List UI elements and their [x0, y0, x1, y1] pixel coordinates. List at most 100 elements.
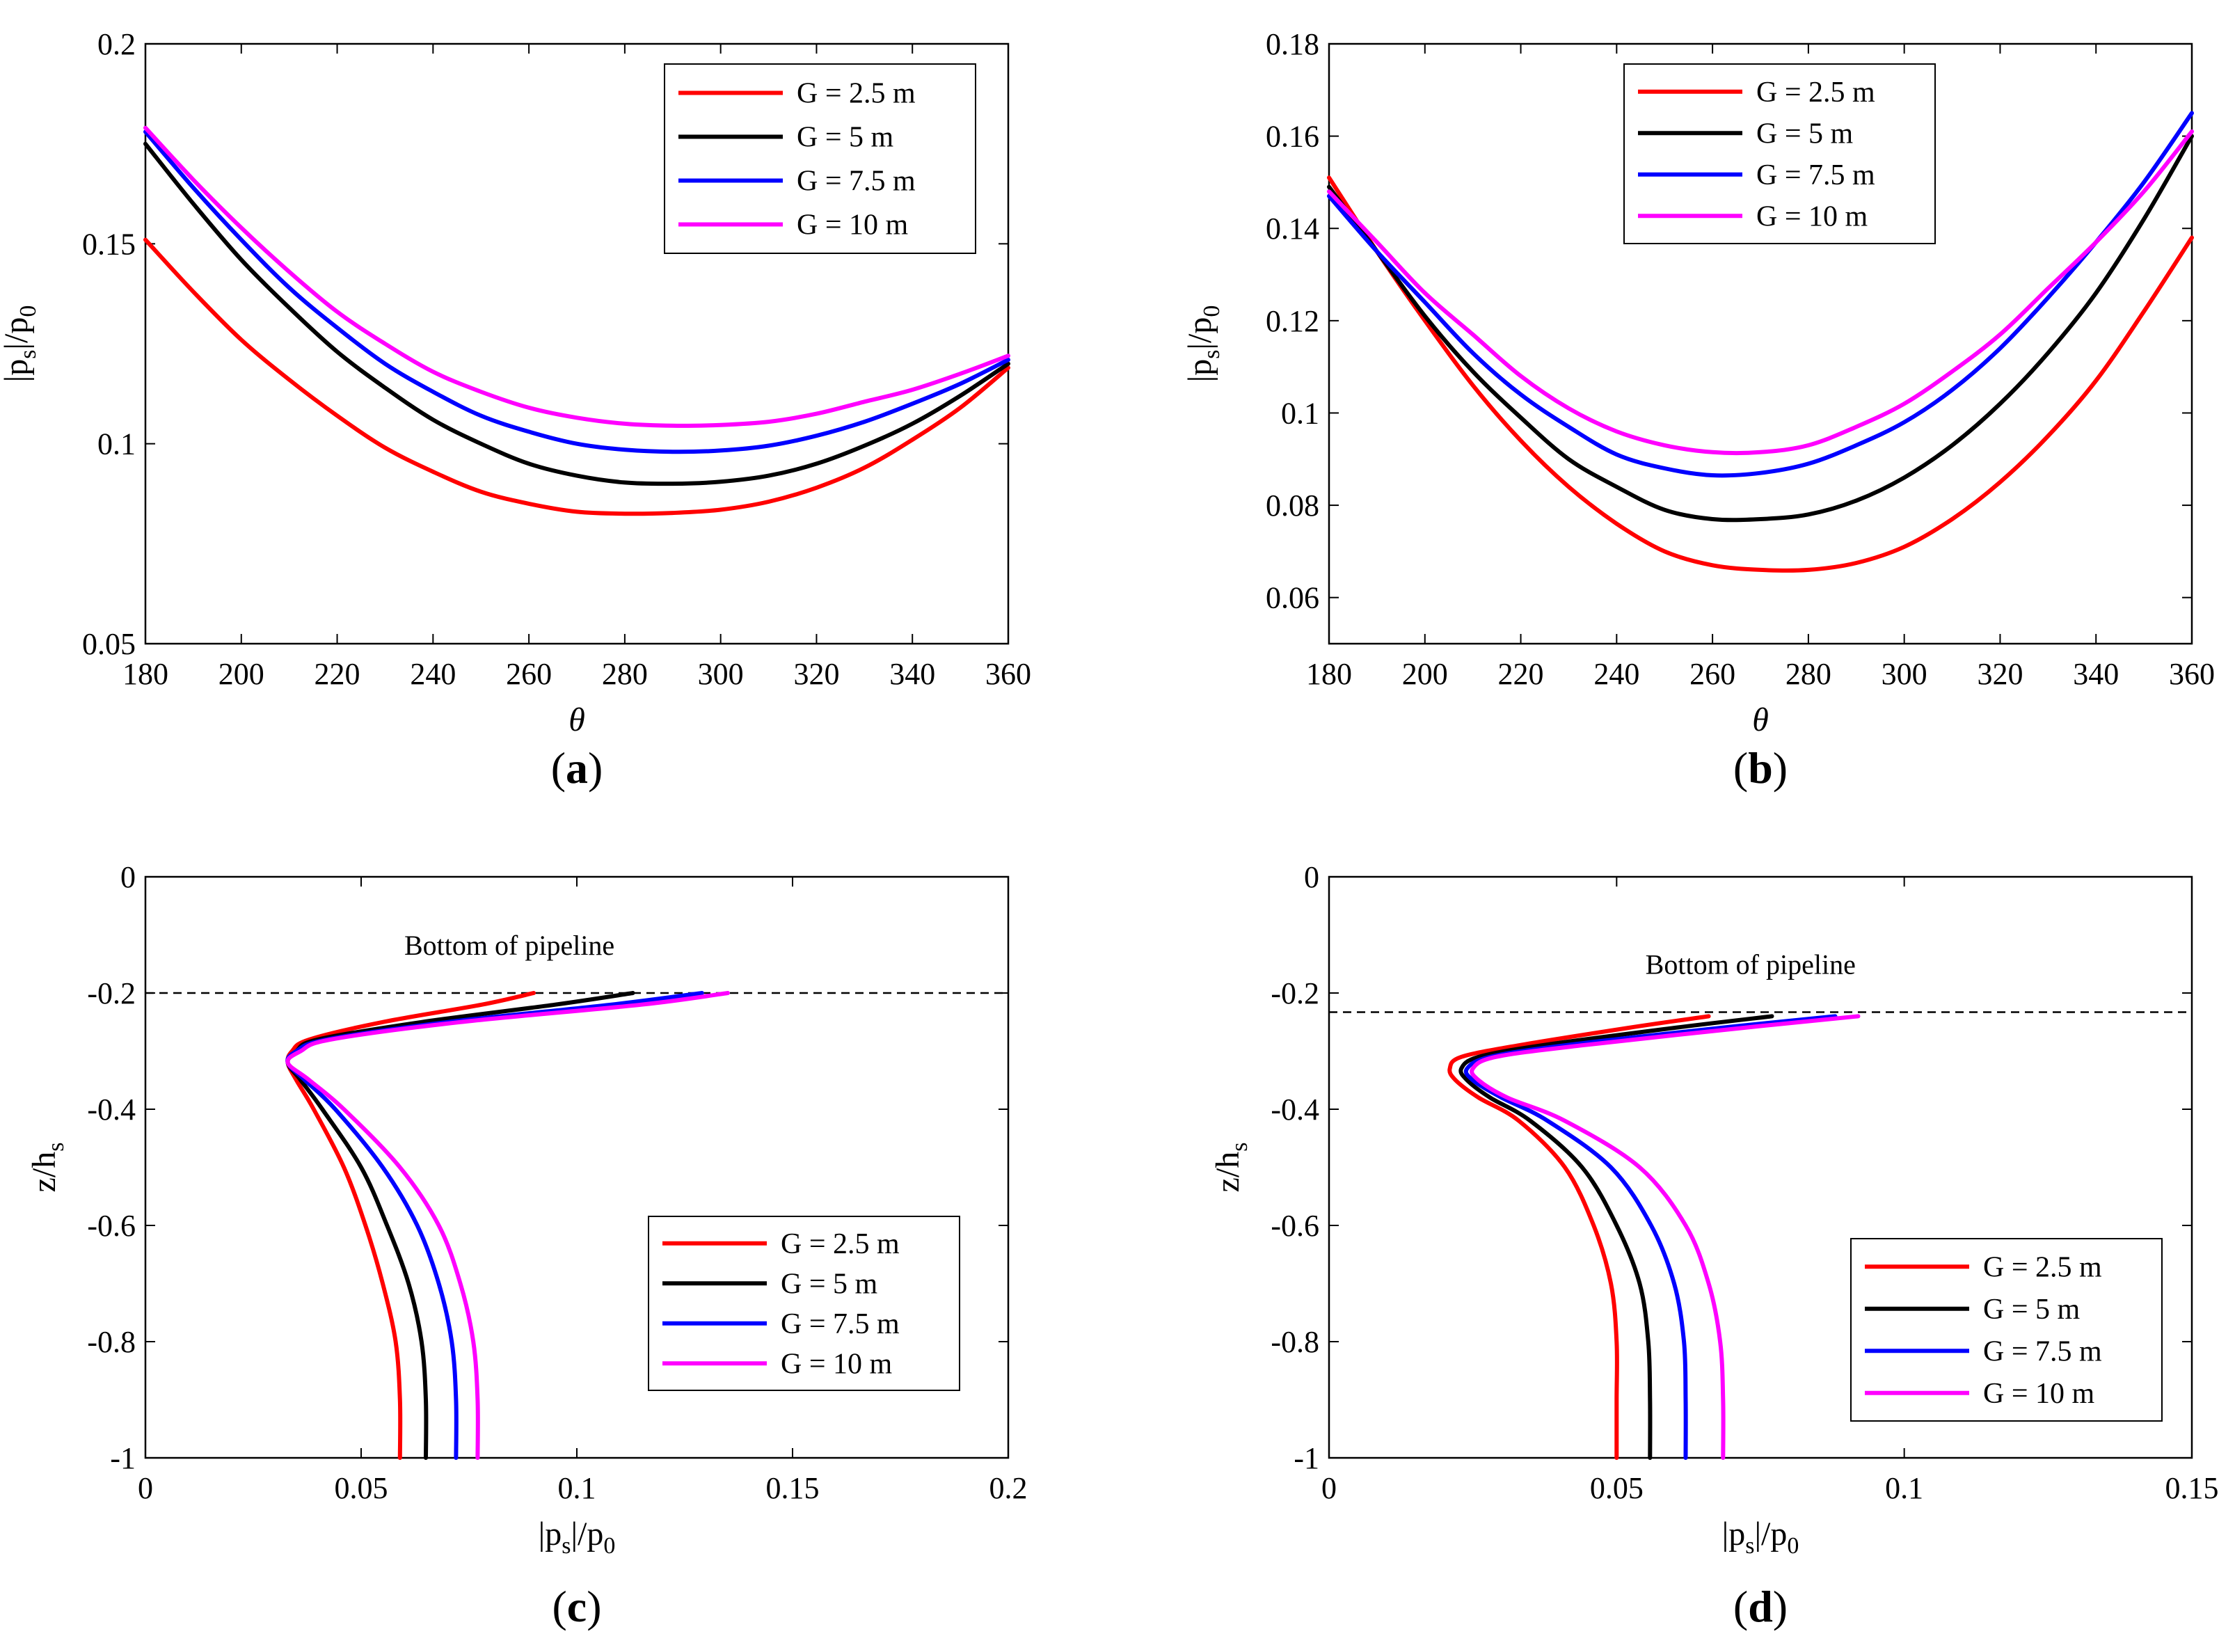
x-tick-label: 320 — [793, 657, 839, 691]
bottom-of-pipeline-annotation: Bottom of pipeline — [404, 930, 614, 961]
y-tick-label: -0.6 — [1271, 1209, 1319, 1243]
y-tick-label: -0.2 — [87, 976, 136, 1010]
x-tick-label: 0 — [138, 1471, 153, 1505]
y-tick-label: -1 — [110, 1441, 136, 1475]
y-axis-label-part: z/h — [1209, 1152, 1246, 1193]
x-axis-label-part: |p — [539, 1516, 562, 1552]
y-axis-label: z/hs — [1209, 1143, 1252, 1193]
panel-label-part: ) — [1773, 1582, 1788, 1631]
panel-label: (c) — [552, 1582, 601, 1631]
y-axis-label-subscript: s — [1199, 350, 1225, 359]
y-tick-label: -0.4 — [87, 1093, 136, 1127]
x-tick-label: 300 — [698, 657, 744, 691]
x-axis-label: |ps|/p0 — [1722, 1516, 1799, 1559]
y-axis-label: |ps|/p0 — [1182, 305, 1225, 383]
legend-box — [664, 63, 976, 254]
panel-label-part: ) — [588, 743, 603, 793]
x-tick-label: 360 — [985, 657, 1031, 691]
legend: G = 2.5 m G = 5 m G = 7.5 m G = 10 m — [1623, 63, 1936, 244]
x-tick-label: 320 — [1977, 657, 2023, 691]
y-axis-label-part: |/p — [1182, 317, 1218, 350]
x-axis-label-subscript: s — [562, 1533, 571, 1559]
series-line-3 — [1463, 1014, 1838, 1460]
series-line-1 — [285, 991, 536, 1460]
x-axis-label: θ — [1752, 701, 1769, 738]
y-axis-label-part: |/p — [0, 317, 35, 350]
x-tick-label: 0.15 — [2165, 1471, 2219, 1505]
legend-entry: G = 5 m — [1983, 1294, 2081, 1326]
panel-label: (b) — [1733, 743, 1788, 793]
panel-label-part: ( — [552, 1582, 566, 1631]
series-line-3 — [285, 991, 704, 1460]
y-tick-label: 0.12 — [1266, 304, 1319, 338]
y-tick-label: 0.2 — [97, 27, 136, 61]
y-tick-label: 0.14 — [1266, 212, 1319, 246]
y-tick-label: 0.15 — [82, 227, 136, 261]
y-tick-label: 0.08 — [1266, 489, 1319, 523]
y-tick-label: -0.6 — [87, 1209, 136, 1243]
legend-entry: G = 7.5 m — [797, 166, 916, 198]
chart-panel-b: 180 200 220 240 260 280 300 320 340 360 0.06 0.08 0.… — [1182, 27, 2215, 793]
chart-panel-a: 180 200 220 240 260 280 300 320 340 360 0.05 0.1 0.1… — [0, 27, 1031, 793]
series-line-4 — [1470, 1014, 1861, 1460]
y-tick-label: 0.1 — [1281, 396, 1319, 430]
series-line-2 — [285, 991, 635, 1460]
series-line-1 — [1327, 175, 2194, 573]
legend: G = 2.5 m G = 5 m G = 7.5 m G = 10 m — [648, 1216, 960, 1391]
series-line-1 — [143, 237, 1010, 516]
x-tick-label: 0 — [1321, 1471, 1337, 1505]
series-line-4 — [285, 991, 730, 1460]
x-tick-label: 260 — [506, 657, 552, 691]
legend-entry: G = 7.5 m — [781, 1308, 900, 1340]
x-tick-label: 220 — [1498, 657, 1544, 691]
y-axis-label-part: |p — [0, 359, 35, 383]
panel-label-letter: d — [1748, 1582, 1773, 1631]
y-tick-label: -0.8 — [1271, 1325, 1319, 1359]
x-tick-label: 180 — [1306, 657, 1352, 691]
x-tick-label: 0.1 — [1885, 1471, 1923, 1505]
y-tick-label: 0.1 — [97, 427, 136, 461]
legend: G = 2.5 m G = 5 m G = 7.5 m G = 10 m — [1850, 1238, 2163, 1422]
y-axis-label-part: |p — [1182, 359, 1218, 383]
y-tick-label: 0.06 — [1266, 581, 1319, 615]
panel-label-part: ( — [1733, 1582, 1748, 1631]
y-tick-label: 0 — [120, 860, 136, 894]
legend-entry: G = 2.5 m — [1983, 1251, 2102, 1283]
x-tick-label: 240 — [1593, 657, 1639, 691]
x-tick-label: 280 — [602, 657, 648, 691]
x-tick-label: 260 — [1689, 657, 1735, 691]
legend-entry: G = 5 m — [781, 1268, 878, 1300]
legend-entry: G = 10 m — [1756, 200, 1868, 232]
legend-box — [1623, 63, 1936, 244]
series-line-1 — [1447, 1014, 1711, 1460]
legend-entry: G = 5 m — [797, 122, 894, 154]
x-tick-label: 240 — [410, 657, 456, 691]
series-line-4 — [1327, 129, 2194, 456]
y-tick-label: -1 — [1294, 1441, 1319, 1475]
x-tick-label: 200 — [218, 657, 264, 691]
y-tick-label: -0.4 — [1271, 1093, 1319, 1127]
y-axis-label-subscript: 0 — [1199, 305, 1225, 317]
y-axis-label: |ps|/p0 — [0, 305, 41, 383]
plot-frame — [144, 42, 1010, 645]
y-tick-label: 0 — [1304, 860, 1319, 894]
bottom-of-pipeline-annotation: Bottom of pipeline — [1646, 949, 1856, 980]
y-axis-label-part: z/h — [26, 1152, 63, 1193]
x-tick-label: 0.05 — [335, 1471, 388, 1505]
x-tick-label: 280 — [1785, 657, 1831, 691]
legend-entry: G = 5 m — [1756, 118, 1854, 150]
x-tick-label: 360 — [2169, 657, 2215, 691]
y-tick-label: 0.05 — [82, 627, 136, 661]
x-tick-label: 340 — [889, 657, 935, 691]
legend-entry: G = 10 m — [797, 209, 909, 241]
y-tick-label: -0.8 — [87, 1325, 136, 1359]
x-axis-label-part: |p — [1722, 1516, 1746, 1552]
x-tick-label: 220 — [315, 657, 360, 691]
panel-label-letter: a — [566, 743, 588, 793]
y-axis-label-subscript: s — [1227, 1143, 1252, 1152]
legend-entry: G = 2.5 m — [1756, 77, 1875, 109]
legend: G = 2.5 m G = 5 m G = 7.5 m G = 10 m — [664, 63, 976, 254]
chart-panel-c: 0 0.05 0.1 0.15 0.2-1-0.8-0.6-0.4-0.20|ps|/p… — [26, 860, 1028, 1631]
x-axis-label-subscript: 0 — [1787, 1533, 1799, 1559]
x-axis-label-part: |/p — [571, 1516, 603, 1552]
